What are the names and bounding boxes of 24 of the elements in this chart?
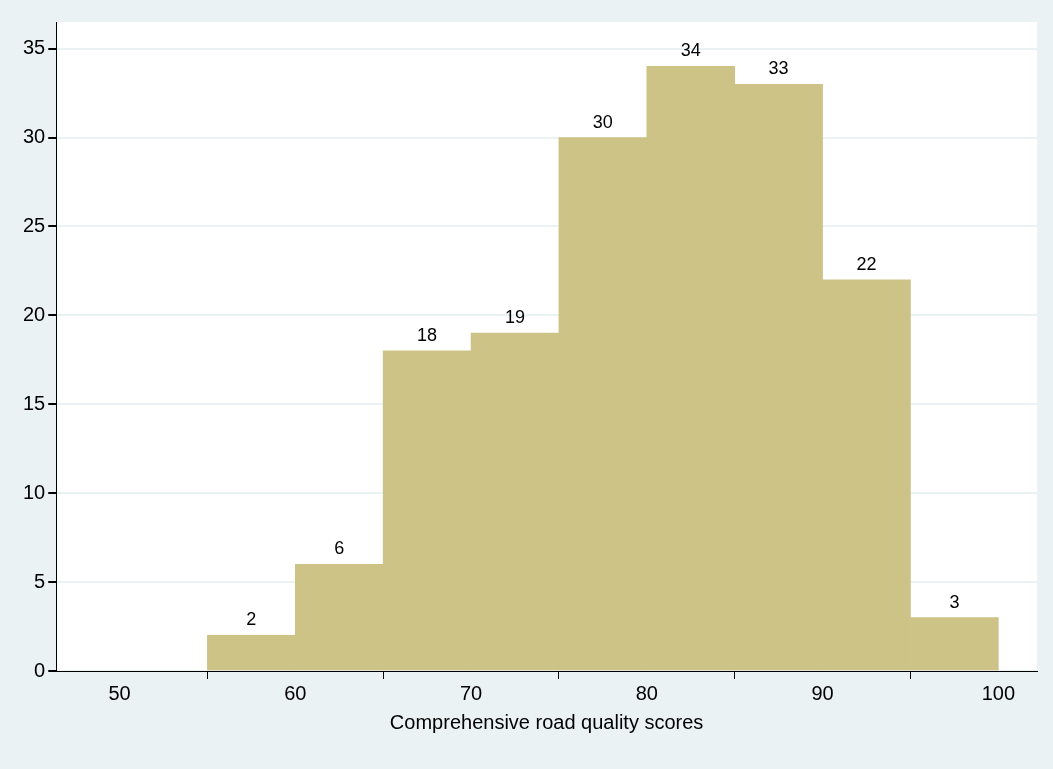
- x-tick-label: 60: [284, 681, 307, 704]
- y-tick-label: 5: [34, 569, 46, 592]
- data-label: 34: [680, 40, 701, 61]
- data-label: 6: [334, 538, 345, 559]
- data-label: 3: [949, 591, 960, 612]
- x-tick-label: 80: [635, 681, 658, 704]
- x-tick-label: 70: [459, 681, 483, 704]
- x-tick-label: 50: [108, 681, 131, 704]
- data-label: 33: [768, 58, 789, 79]
- y-tick-label: 35: [23, 36, 46, 59]
- data-label: 18: [417, 324, 438, 345]
- x-tick-label: 90: [811, 681, 834, 704]
- data-label: 22: [856, 253, 877, 274]
- data-label: 2: [246, 609, 257, 630]
- x-tick-label: 100: [981, 681, 1016, 704]
- y-tick-label: 0: [34, 658, 46, 681]
- y-tick-label: 30: [23, 125, 46, 148]
- y-tick-label: 15: [23, 391, 46, 414]
- y-tick-label: 20: [23, 302, 46, 325]
- y-tick-label: 10: [23, 480, 46, 503]
- x-axis-title: Comprehensive road quality scores: [389, 710, 704, 733]
- y-tick-label: 25: [23, 214, 46, 236]
- data-label: 30: [592, 111, 613, 132]
- data-label: 19: [504, 307, 525, 328]
